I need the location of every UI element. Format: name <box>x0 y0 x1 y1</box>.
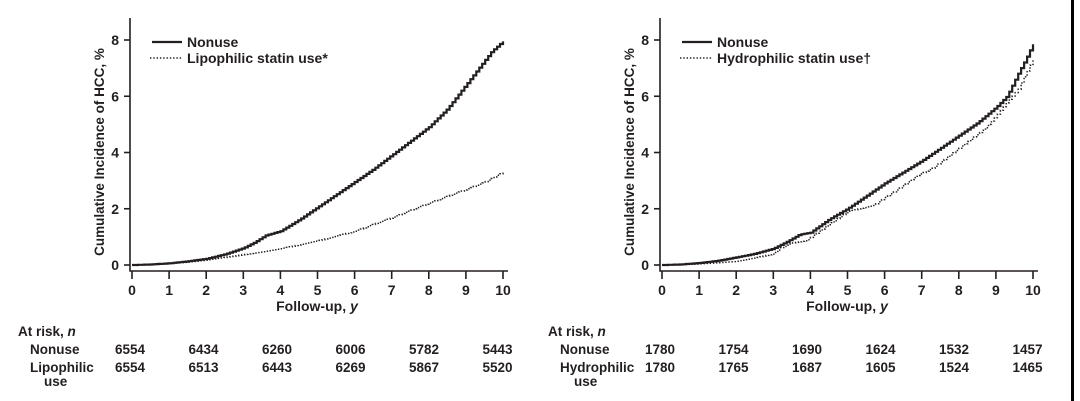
x-tick-label: 3 <box>239 282 247 298</box>
x-tick-label: 10 <box>495 282 511 298</box>
x-axis-title: Follow-up, y <box>276 298 359 314</box>
at-risk-count: 1605 <box>865 360 896 375</box>
at-risk-count: 6269 <box>335 360 366 375</box>
y-tick-label: 6 <box>111 88 119 104</box>
legend-label-hydrophilic: Hydrophilic statin use† <box>717 50 871 66</box>
curve-lipophilic-statin-use <box>132 172 504 266</box>
axis-spine <box>659 18 1038 272</box>
x-tick-label: 10 <box>1025 282 1041 298</box>
x-tick-label: 8 <box>425 282 433 298</box>
at-risk-count: 5782 <box>408 342 440 357</box>
y-tick-label: 4 <box>641 145 649 161</box>
y-tick-label: 6 <box>641 88 649 104</box>
legend: Nonuse Lipophilic statin use* <box>150 34 328 66</box>
x-tick-label: 2 <box>202 282 210 298</box>
at-risk-count: 6513 <box>188 360 219 375</box>
at-risk-row-label: use <box>44 374 68 389</box>
curve-nonuse <box>132 41 505 267</box>
at-risk-count: 1765 <box>718 360 749 375</box>
curve-hydrophilic-statin-use <box>662 59 1034 266</box>
y-axis-title: Cumulative Incidence of HCC, % <box>622 48 637 256</box>
y-tick-label: 8 <box>641 32 649 48</box>
at-risk-count: 1780 <box>644 360 676 375</box>
x-axis-title: Follow-up, y <box>806 298 889 314</box>
at-risk-count: 1624 <box>865 342 896 357</box>
at-risk-count: 1690 <box>791 342 823 357</box>
at-risk-count: 6006 <box>335 342 366 357</box>
y-tick-label: 4 <box>111 145 119 161</box>
panel-hydrophilic: Cumulative Incidence of HCC, % 0 2 4 6 8 0 1 2 3… <box>530 0 1070 401</box>
axes-layer: 0 2 4 6 8 0 1 2 3 4 5 6 7 8 9 10 <box>111 18 511 298</box>
hydrophilic-chart: Cumulative Incidence of HCC, % 0 2 4 6 8 0 1 2 3… <box>622 18 1041 314</box>
at-risk-count: 6554 <box>114 360 146 375</box>
at-risk-row-label: Nonuse <box>30 342 80 357</box>
x-tick-label: 6 <box>881 282 889 298</box>
at-risk-count: 5867 <box>408 360 440 375</box>
axis-spine <box>129 18 508 272</box>
at-risk-header: At risk, n <box>18 324 76 339</box>
at-risk-row-label: Lipophilic <box>30 360 94 375</box>
at-risk-count: 1465 <box>1012 360 1043 375</box>
x-tick-label: 2 <box>732 282 740 298</box>
lipophilic-chart: Cumulative Incidence of HCC, % 0 2 4 6 8 0 1 2 3… <box>92 18 511 314</box>
x-tick-label: 5 <box>844 282 852 298</box>
x-tick-label: 1 <box>165 282 173 298</box>
legend-label-nonuse: Nonuse <box>717 34 769 50</box>
x-tick-label: 0 <box>658 282 666 298</box>
x-tick-label: 9 <box>462 282 470 298</box>
y-tick-label: 0 <box>641 257 649 273</box>
x-tick-label: 8 <box>955 282 963 298</box>
x-tick-label: 6 <box>351 282 359 298</box>
at-risk-count: 5520 <box>482 360 513 375</box>
x-tick-label: 7 <box>918 282 926 298</box>
legend-label-nonuse: Nonuse <box>187 34 239 50</box>
x-tick-label: 5 <box>314 282 322 298</box>
y-tick-label: 0 <box>111 257 119 273</box>
page-column-rule <box>1071 0 1074 401</box>
at-risk-row-label: Nonuse <box>560 342 610 357</box>
y-axis-title: Cumulative Incidence of HCC, % <box>92 48 107 256</box>
x-tick-label: 1 <box>695 282 703 298</box>
at-risk-table: At risk, n Nonuse Lipophilic use 6554 643… <box>0 320 540 401</box>
at-risk-count: 6554 <box>114 342 146 357</box>
at-risk-count: 1687 <box>791 360 823 375</box>
x-tick-label: 3 <box>769 282 777 298</box>
legend: Nonuse Hydrophilic statin use† <box>680 34 871 66</box>
at-risk-table: At risk, n Nonuse Hydrophilic use 1780 17… <box>530 320 1070 401</box>
at-risk-count: 6260 <box>261 342 293 357</box>
at-risk-count: 6443 <box>261 360 293 375</box>
x-tick-label: 4 <box>277 282 285 298</box>
at-risk-count: 1524 <box>938 360 970 375</box>
at-risk-header: At risk, n <box>548 324 606 339</box>
at-risk-count: 1780 <box>644 342 676 357</box>
x-tick-label: 9 <box>992 282 1000 298</box>
y-tick-label: 8 <box>111 32 119 48</box>
at-risk-count: 1532 <box>938 342 970 357</box>
x-tick-label: 4 <box>807 282 815 298</box>
at-risk-count: 1754 <box>718 342 749 357</box>
y-tick-label: 2 <box>641 201 649 217</box>
x-tick-label: 0 <box>128 282 136 298</box>
axes-layer: 0 2 4 6 8 0 1 2 3 4 5 6 7 8 9 10 <box>641 18 1041 298</box>
at-risk-count: 6434 <box>188 342 219 357</box>
curve-nonuse <box>662 44 1035 267</box>
y-tick-label: 2 <box>111 201 119 217</box>
at-risk-count: 1457 <box>1012 342 1043 357</box>
at-risk-row-label: use <box>574 374 598 389</box>
panel-lipophilic: Cumulative Incidence of HCC, % 0 2 4 6 8 0 1 2 3… <box>0 18 540 401</box>
at-risk-row-label: Hydrophilic <box>560 360 635 375</box>
x-tick-label: 7 <box>388 282 396 298</box>
at-risk-count: 5443 <box>482 342 513 357</box>
legend-label-lipophilic: Lipophilic statin use* <box>187 50 328 66</box>
